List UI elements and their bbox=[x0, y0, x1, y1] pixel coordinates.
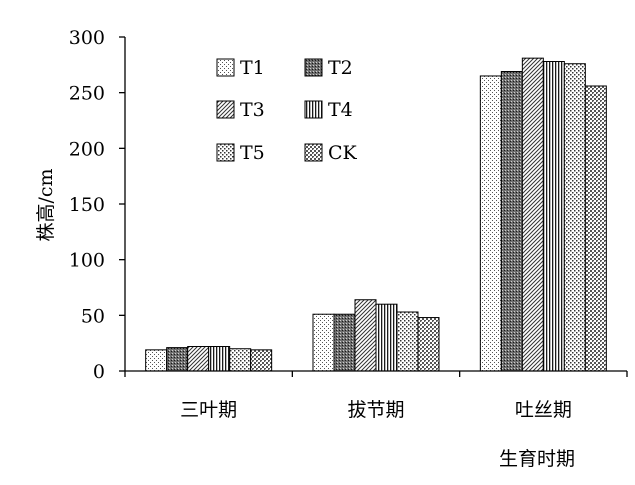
bar-t4-1 bbox=[208, 346, 231, 372]
bar-ck-3 bbox=[584, 85, 607, 372]
legend-swatch-t1 bbox=[216, 58, 235, 77]
y-tick-label: 250 bbox=[69, 83, 105, 105]
legend-label-t2: T2 bbox=[328, 57, 353, 79]
y-tick-label: 0 bbox=[93, 361, 105, 383]
legend: T1 T2 T3 T4 T5 CK bbox=[216, 57, 358, 164]
legend-swatch-ck bbox=[304, 143, 323, 162]
bar-t3-1 bbox=[187, 346, 210, 372]
x-category-label: 吐丝期 bbox=[515, 399, 572, 421]
bar-t4-2 bbox=[375, 303, 398, 372]
x-category-label: 三叶期 bbox=[180, 399, 237, 421]
bar-t1-3 bbox=[479, 75, 502, 372]
bar-t3-2 bbox=[354, 299, 377, 372]
x-ticks: 三叶期 拔节期 吐丝期 bbox=[124, 371, 628, 421]
legend-label-ck: CK bbox=[328, 142, 358, 164]
legend-label-t5: T5 bbox=[240, 142, 265, 164]
bar-t5-1 bbox=[229, 348, 252, 372]
legend-swatch-t5 bbox=[216, 143, 235, 162]
y-tick-label: 50 bbox=[81, 305, 105, 327]
legend-label-t4: T4 bbox=[328, 99, 353, 121]
legend-label-t1: T1 bbox=[240, 57, 265, 79]
legend-swatch-t4 bbox=[304, 100, 323, 119]
bar-ck-2 bbox=[417, 317, 440, 372]
x-axis-title: 生育时期 bbox=[499, 448, 575, 470]
bar-t3-3 bbox=[521, 57, 544, 372]
bar-ck-1 bbox=[250, 349, 273, 372]
legend-label-t3: T3 bbox=[240, 99, 265, 121]
bar-t1-2 bbox=[312, 313, 335, 372]
bar-t2-1 bbox=[166, 347, 189, 372]
legend-swatch-t3 bbox=[216, 100, 235, 119]
y-tick-label: 150 bbox=[69, 194, 105, 216]
y-axis-title: 株高/cm bbox=[35, 168, 57, 241]
bar-t2-3 bbox=[500, 71, 523, 372]
bars-layer bbox=[145, 57, 607, 372]
bar-t5-2 bbox=[396, 311, 419, 372]
bar-t1-1 bbox=[145, 349, 168, 372]
y-tick-label: 300 bbox=[69, 27, 105, 49]
x-category-label: 拔节期 bbox=[347, 399, 404, 421]
y-ticks: 0 50 100 150 200 250 300 bbox=[69, 27, 125, 383]
bar-t2-2 bbox=[333, 313, 356, 372]
bar-t5-3 bbox=[563, 63, 586, 372]
legend-swatch-t2 bbox=[304, 58, 323, 77]
y-tick-label: 100 bbox=[69, 250, 105, 272]
y-tick-label: 200 bbox=[69, 138, 105, 160]
bar-t4-3 bbox=[542, 60, 565, 372]
